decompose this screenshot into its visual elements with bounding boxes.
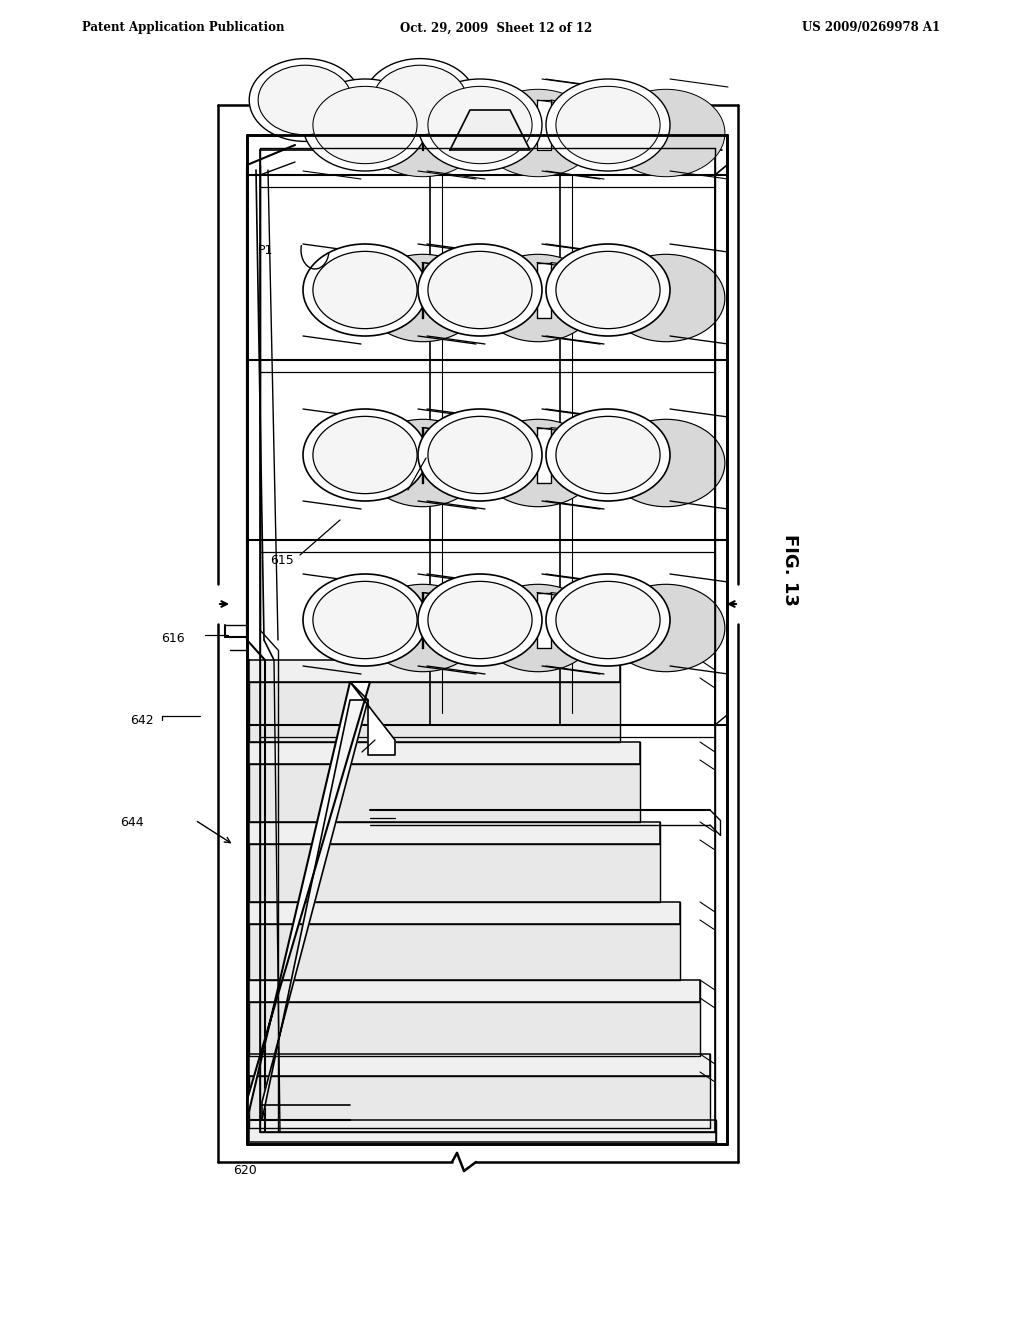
Polygon shape — [537, 593, 551, 648]
Ellipse shape — [365, 255, 482, 342]
Polygon shape — [249, 1119, 716, 1142]
Ellipse shape — [365, 58, 476, 141]
Ellipse shape — [418, 409, 542, 502]
Polygon shape — [249, 764, 640, 822]
Text: P1: P1 — [640, 467, 657, 480]
Ellipse shape — [418, 79, 542, 172]
Ellipse shape — [428, 251, 532, 329]
Ellipse shape — [313, 251, 417, 329]
Ellipse shape — [556, 251, 660, 329]
Polygon shape — [537, 428, 551, 483]
Ellipse shape — [373, 65, 467, 135]
Ellipse shape — [365, 585, 482, 672]
Text: US 2009/0269978 A1: US 2009/0269978 A1 — [802, 21, 940, 34]
Ellipse shape — [428, 416, 532, 494]
Polygon shape — [537, 263, 551, 318]
Text: 616: 616 — [161, 631, 184, 644]
Text: P1: P1 — [258, 243, 273, 256]
Polygon shape — [350, 682, 395, 755]
Ellipse shape — [607, 420, 725, 507]
Ellipse shape — [418, 574, 542, 667]
Ellipse shape — [313, 86, 417, 164]
Polygon shape — [249, 924, 680, 979]
Ellipse shape — [303, 244, 427, 337]
Polygon shape — [537, 100, 551, 150]
Polygon shape — [247, 682, 370, 1119]
Ellipse shape — [479, 585, 597, 672]
Text: 625: 625 — [370, 816, 394, 829]
Text: 620: 620 — [233, 1163, 257, 1176]
Polygon shape — [249, 660, 620, 682]
Ellipse shape — [479, 255, 597, 342]
Polygon shape — [450, 110, 530, 150]
Polygon shape — [249, 1076, 710, 1129]
Ellipse shape — [303, 409, 427, 502]
Ellipse shape — [479, 420, 597, 507]
Text: FIG. 13: FIG. 13 — [781, 535, 799, 606]
Ellipse shape — [249, 58, 360, 141]
Text: Oct. 29, 2009  Sheet 12 of 12: Oct. 29, 2009 Sheet 12 of 12 — [400, 21, 592, 34]
Polygon shape — [249, 902, 680, 924]
Polygon shape — [249, 1002, 700, 1056]
Text: Patent Application Publication: Patent Application Publication — [82, 21, 285, 34]
Polygon shape — [249, 682, 620, 742]
Ellipse shape — [303, 574, 427, 667]
Text: 615: 615 — [270, 553, 294, 566]
Text: P2: P2 — [392, 483, 408, 496]
Polygon shape — [249, 1053, 710, 1076]
Ellipse shape — [365, 90, 482, 177]
Ellipse shape — [428, 86, 532, 164]
Ellipse shape — [418, 244, 542, 337]
Ellipse shape — [556, 86, 660, 164]
Text: 642: 642 — [130, 714, 154, 726]
Ellipse shape — [258, 65, 352, 135]
Ellipse shape — [365, 420, 482, 507]
Polygon shape — [262, 700, 368, 1119]
Ellipse shape — [607, 585, 725, 672]
Text: 644: 644 — [120, 816, 143, 829]
Ellipse shape — [479, 90, 597, 177]
Polygon shape — [249, 843, 660, 902]
Ellipse shape — [546, 574, 670, 667]
Ellipse shape — [546, 409, 670, 502]
Ellipse shape — [546, 244, 670, 337]
Ellipse shape — [546, 79, 670, 172]
Text: 643: 643 — [344, 748, 368, 762]
Ellipse shape — [313, 416, 417, 494]
Ellipse shape — [313, 581, 417, 659]
Polygon shape — [249, 822, 660, 843]
Ellipse shape — [607, 90, 725, 177]
Polygon shape — [249, 979, 700, 1002]
Ellipse shape — [428, 581, 532, 659]
Ellipse shape — [303, 79, 427, 172]
Ellipse shape — [607, 255, 725, 342]
Ellipse shape — [556, 581, 660, 659]
Ellipse shape — [556, 416, 660, 494]
Polygon shape — [249, 742, 640, 764]
